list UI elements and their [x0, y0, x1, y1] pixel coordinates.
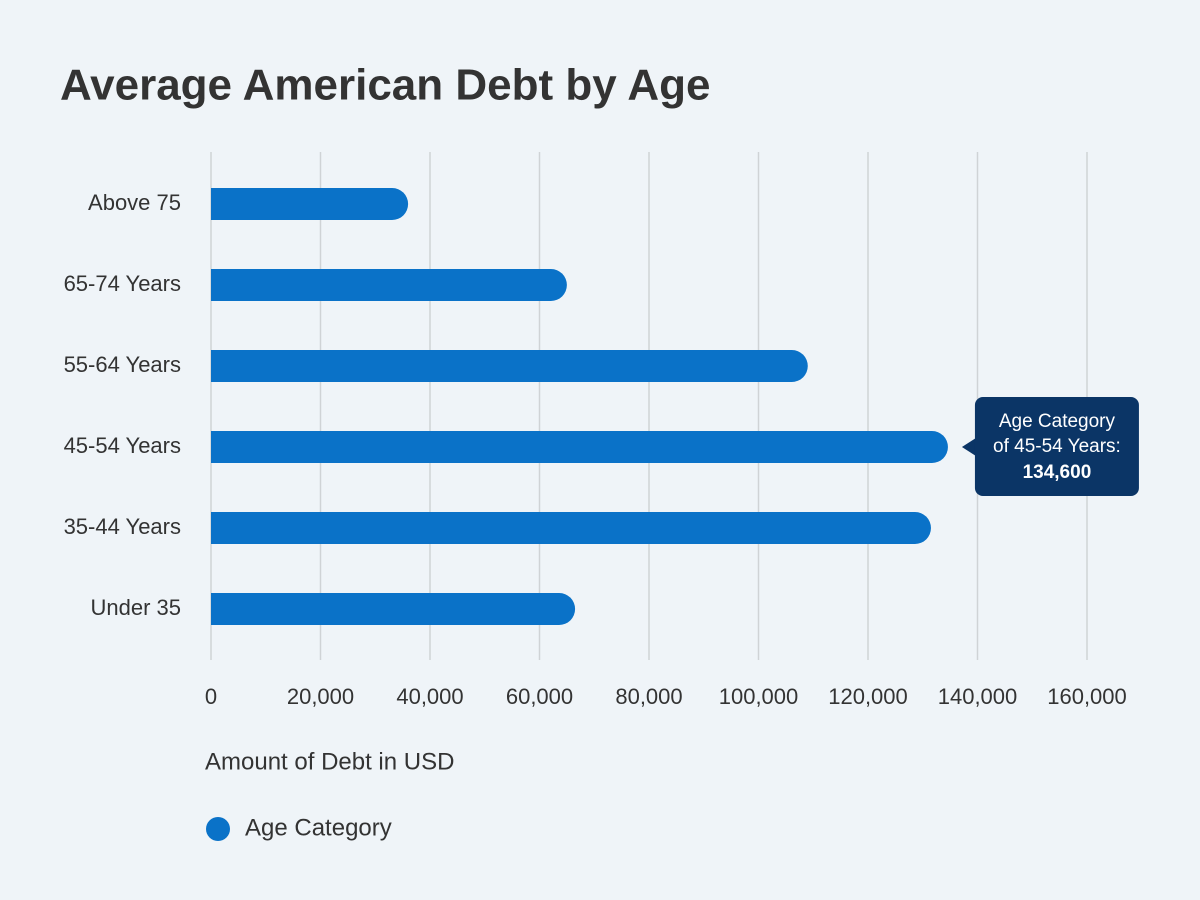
legend-label: Age Category	[245, 814, 392, 841]
chart-title: Average American Debt by Age	[60, 61, 710, 110]
y-tick-label: 65-74 Years	[64, 271, 181, 296]
bar	[211, 512, 931, 544]
legend-marker	[206, 817, 230, 841]
x-tick-label: 100,000	[719, 684, 799, 709]
value-label: 134,600	[1023, 462, 1092, 483]
tooltip-text: Age Category	[999, 411, 1116, 432]
bar	[211, 188, 409, 220]
bar	[211, 593, 576, 625]
y-tick-label: 35-44 Years	[64, 514, 181, 539]
tooltip-text: of 45-54 Years:	[993, 436, 1121, 457]
x-tick-label: 80,000	[615, 684, 682, 709]
y-tick-label: 45-54 Years	[64, 433, 181, 458]
x-tick-label: 0	[205, 684, 217, 709]
x-tick-label: 60,000	[506, 684, 573, 709]
bar	[211, 269, 567, 301]
tooltip	[974, 397, 1139, 496]
x-tick-label: 140,000	[938, 684, 1018, 709]
bar	[211, 431, 948, 463]
x-axis-label: Amount of Debt in USD	[205, 748, 454, 775]
x-tick-label: 20,000	[287, 684, 354, 709]
tooltip-arrow	[961, 438, 976, 456]
x-tick-label: 120,000	[828, 684, 908, 709]
y-tick-label: Above 75	[88, 190, 181, 215]
y-tick-label: Under 35	[90, 595, 181, 620]
bar	[211, 350, 808, 382]
y-tick-label: 55-64 Years	[64, 352, 181, 377]
x-tick-label: 40,000	[396, 684, 463, 709]
x-tick-label: 160,000	[1047, 684, 1127, 709]
